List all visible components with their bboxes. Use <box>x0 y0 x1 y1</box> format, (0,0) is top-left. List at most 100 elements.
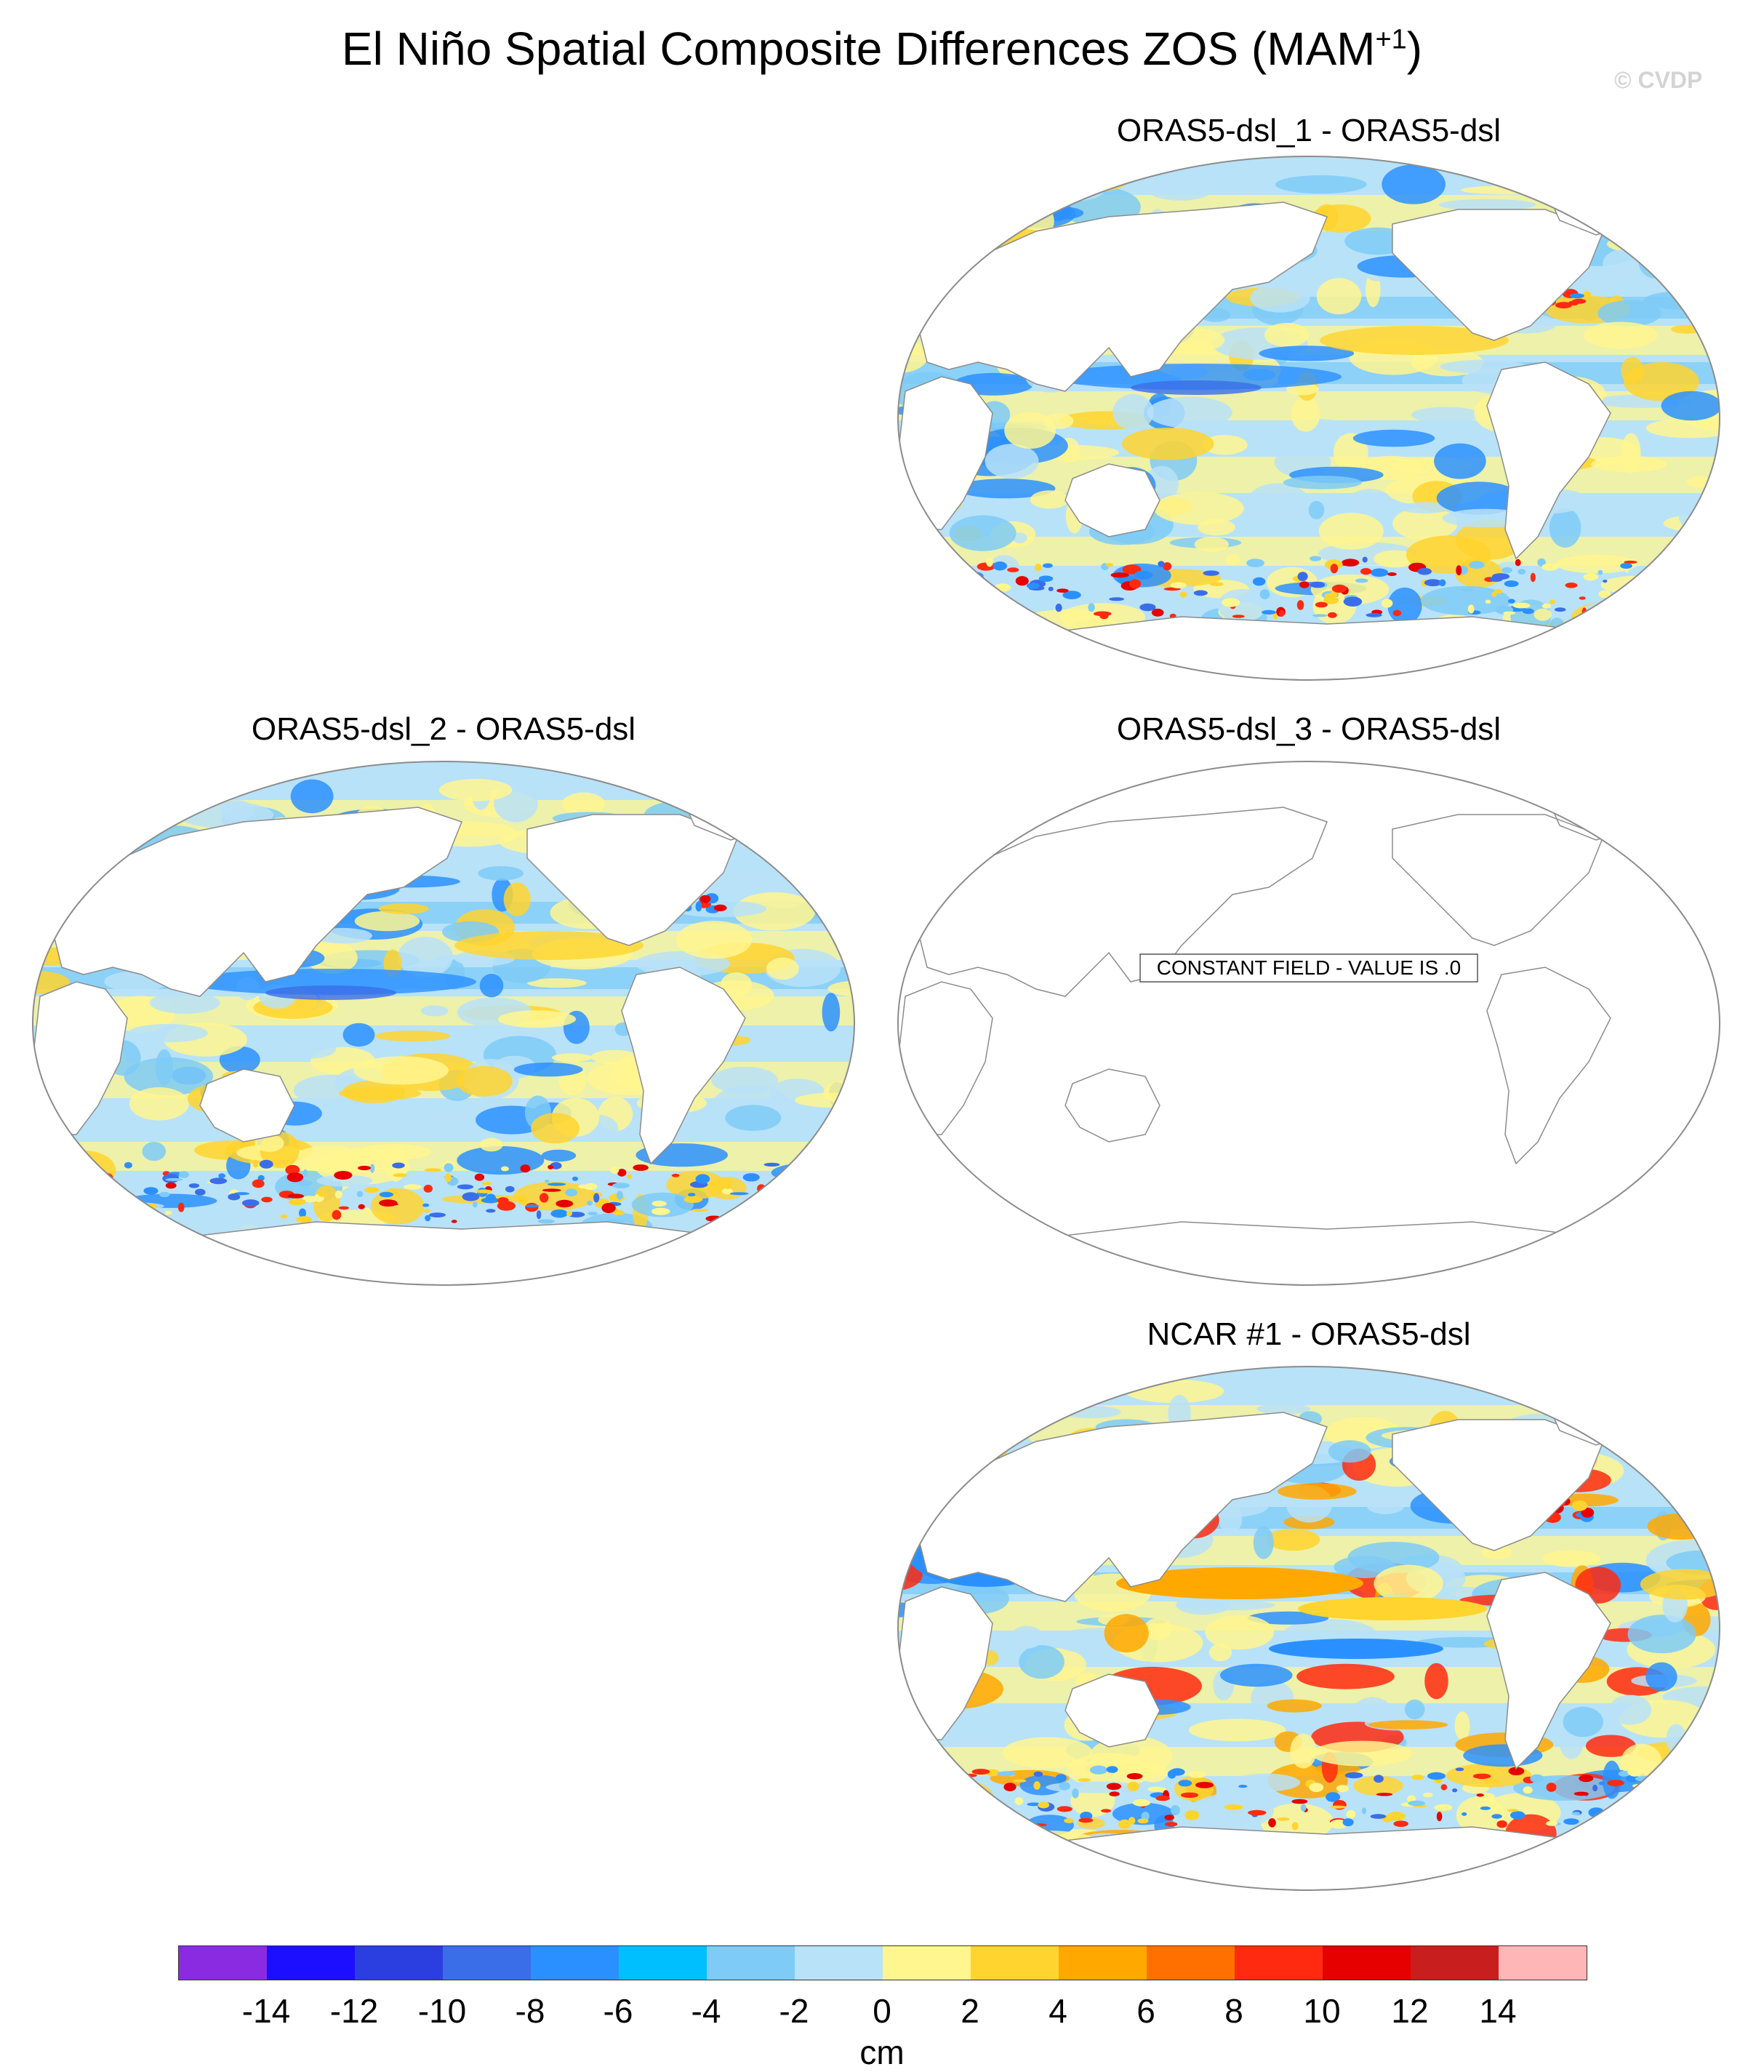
southern-ocean-eddy <box>1137 1818 1149 1824</box>
southern-ocean-eddy <box>1008 612 1022 620</box>
colorbar-swatch <box>619 1946 707 1980</box>
map-panel-3: CONSTANT FIELD - VALUE IS .0 <box>897 761 1720 1286</box>
boundary-current-eddy <box>1568 300 1579 305</box>
southern-ocean-eddy <box>1624 1799 1635 1807</box>
anomaly-blob <box>725 1105 782 1131</box>
southern-ocean-eddy <box>1296 600 1304 610</box>
southern-ocean-eddy <box>195 1188 206 1196</box>
southern-ocean-eddy <box>1667 607 1679 614</box>
southern-ocean-eddy <box>1034 564 1042 572</box>
anomaly-blob <box>1291 396 1320 432</box>
anomaly-blob <box>1035 206 1084 220</box>
southern-ocean-eddy <box>1627 1767 1643 1777</box>
southern-ocean-eddy <box>1139 603 1156 612</box>
southern-ocean-eddy <box>1624 560 1637 564</box>
southern-ocean-eddy <box>474 1173 485 1181</box>
anomaly-blob <box>955 479 1056 499</box>
anomaly-blob <box>1549 508 1581 548</box>
anomaly-blob <box>802 1217 854 1235</box>
southern-ocean-eddy <box>462 1192 480 1201</box>
southern-ocean-eddy <box>1462 1812 1467 1816</box>
anomaly-blob <box>1436 481 1522 515</box>
colorbar-swatch <box>795 1946 883 1980</box>
southern-ocean-eddy <box>188 1183 200 1188</box>
southern-ocean-eddy <box>1659 609 1671 617</box>
southern-ocean-eddy <box>1164 1815 1174 1821</box>
southern-ocean-eddy <box>1336 1785 1350 1793</box>
southern-ocean-eddy <box>1683 1766 1698 1776</box>
colorbar-swatch <box>1059 1946 1147 1980</box>
southern-ocean-eddy <box>1262 609 1276 615</box>
anomaly-blob <box>1061 1405 1121 1419</box>
southern-ocean-eddy <box>218 1173 225 1179</box>
anomaly-blob <box>786 867 854 883</box>
anomaly-blob <box>1225 554 1240 565</box>
anomaly-blob <box>943 1855 1043 1865</box>
southern-ocean-eddy <box>124 1161 132 1169</box>
southern-ocean-eddy <box>1027 1802 1042 1807</box>
colorbar-tick-label: -14 <box>241 1992 291 2030</box>
southern-ocean-eddy <box>1089 1765 1108 1775</box>
southern-ocean-eddy <box>587 1200 593 1206</box>
anomaly-blob <box>140 1212 157 1253</box>
boundary-current-eddy <box>1582 291 1592 298</box>
southern-ocean-eddy <box>1393 1820 1408 1827</box>
southern-ocean-eddy <box>1048 586 1054 591</box>
anomaly-blob <box>1191 1793 1275 1829</box>
southern-ocean-eddy <box>1110 572 1129 578</box>
tropical-cool-anomaly <box>1269 1639 1443 1659</box>
anomaly-blob <box>1704 1707 1720 1745</box>
anomaly-blob <box>1219 1502 1243 1535</box>
southern-ocean-eddy <box>1291 1822 1299 1831</box>
southern-ocean-eddy <box>1141 1812 1150 1821</box>
southern-ocean-eddy <box>1361 1807 1367 1815</box>
southern-ocean-eddy <box>1417 567 1432 575</box>
southern-ocean-eddy <box>537 1219 555 1224</box>
anomaly-blob <box>1601 607 1699 639</box>
southern-ocean-eddy <box>1038 575 1054 582</box>
anomaly-blob <box>45 782 103 820</box>
anomaly-blob <box>1666 1724 1687 1754</box>
southern-ocean-eddy <box>1327 612 1337 618</box>
anomaly-blob <box>338 1087 422 1100</box>
southern-ocean-eddy <box>1483 1778 1500 1785</box>
anomaly-blob <box>155 1049 173 1086</box>
southern-ocean-eddy <box>1565 583 1578 588</box>
anomaly-blob <box>1534 608 1552 621</box>
southern-ocean-eddy <box>1530 572 1536 583</box>
anomaly-blob <box>1627 1615 1696 1654</box>
north-america-landmass <box>526 814 739 946</box>
colorbar-swatch <box>1147 1946 1235 1980</box>
anomaly-blob <box>72 1209 103 1240</box>
anomaly-blob <box>1597 300 1661 327</box>
southern-ocean-eddy <box>364 1187 380 1193</box>
southern-ocean-eddy <box>1007 567 1019 572</box>
anomaly-blob <box>1010 1625 1043 1649</box>
southern-ocean-eddy <box>1502 567 1512 574</box>
anomaly-blob <box>1606 1848 1656 1863</box>
north-america-landmass <box>1392 209 1604 341</box>
southern-ocean-eddy <box>288 1198 306 1206</box>
colorbar-tick-label: 6 <box>1136 1992 1155 2030</box>
southern-ocean-eddy <box>1126 1773 1143 1780</box>
southern-ocean-eddy <box>742 1173 760 1182</box>
colorbar-tick-label: 4 <box>1049 1992 1067 2030</box>
anomaly-blob <box>1670 324 1704 334</box>
southern-ocean-eddy <box>177 1202 185 1212</box>
anomaly-blob <box>1569 1849 1627 1868</box>
southern-ocean-eddy <box>997 1771 1017 1777</box>
southern-ocean-eddy <box>1603 580 1608 583</box>
southern-ocean-eddy <box>914 569 926 580</box>
southern-ocean-eddy <box>1170 1768 1185 1776</box>
anomaly-blob <box>675 921 753 959</box>
anomaly-blob <box>478 865 524 881</box>
anomaly-blob <box>1582 600 1656 620</box>
anomaly-blob <box>965 1393 1063 1424</box>
southern-ocean-eddy <box>1659 1770 1673 1774</box>
anomaly-blob <box>371 1188 425 1225</box>
southern-ocean-eddy <box>769 1193 781 1199</box>
southern-ocean-eddy <box>332 1209 342 1220</box>
anomaly-blob <box>125 801 219 811</box>
southern-ocean-eddy <box>942 599 961 606</box>
southern-ocean-eddy <box>1624 604 1640 614</box>
